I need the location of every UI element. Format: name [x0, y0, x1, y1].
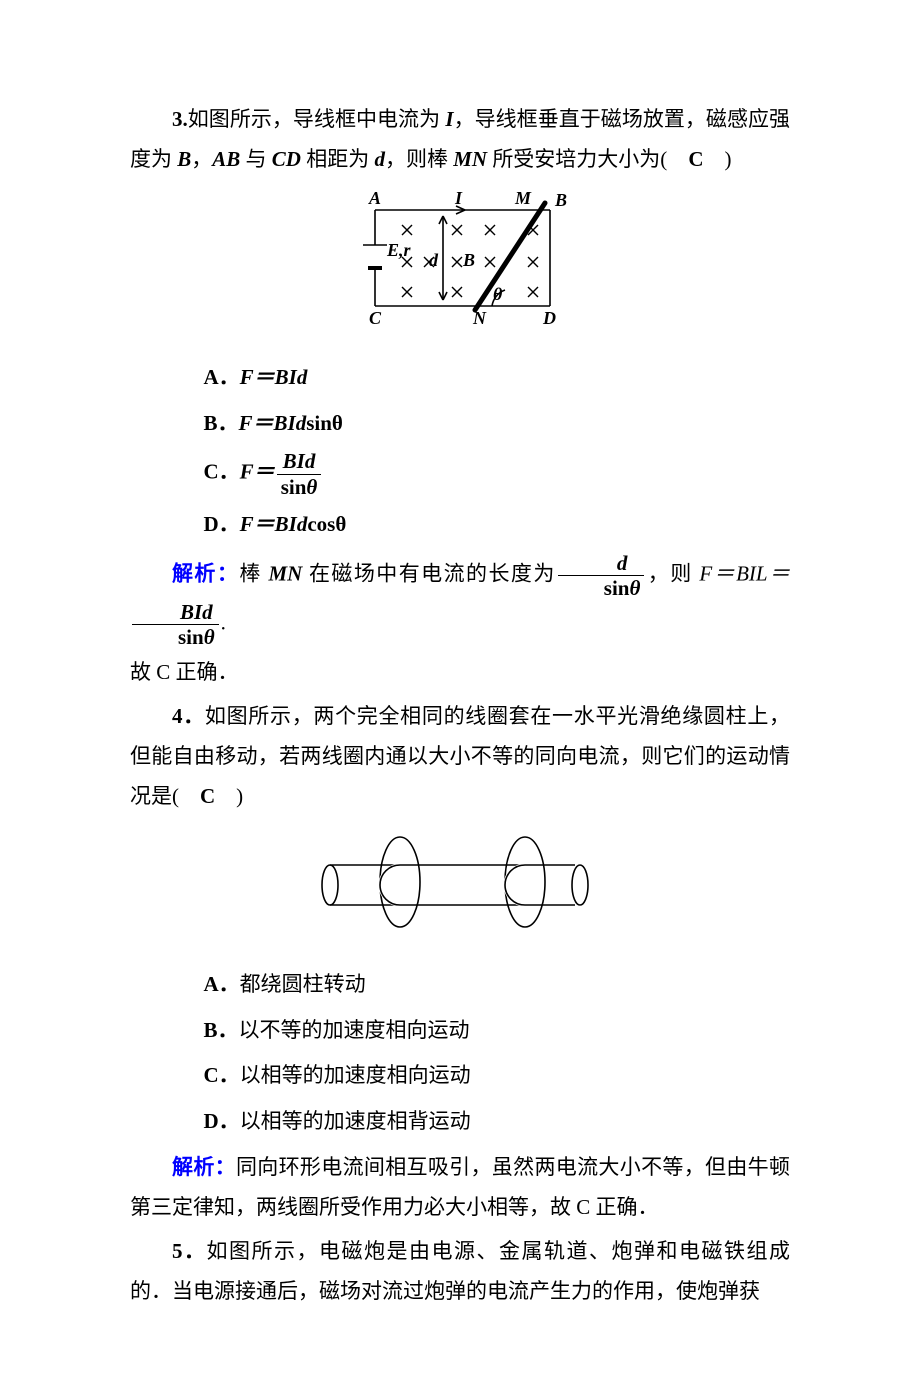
- q3e-mn: MN: [268, 561, 302, 585]
- q3e-f1d: θ: [629, 576, 640, 600]
- q3-options: A．F＝BId B．F＝BIdsinθ C．F＝BIdsinθ D．F＝BIdc…: [204, 358, 791, 545]
- q3-explain: 解析：棒 MN 在磁场中有电流的长度为dsinθ，则 F＝BIL＝BIdsinθ…: [130, 551, 790, 650]
- q5-number: 5．: [172, 1239, 207, 1263]
- opt-a-text: F＝BId: [240, 365, 308, 389]
- q3-t6: ，则棒: [385, 147, 453, 171]
- q3-d: d: [374, 147, 385, 171]
- opt-b-pre: F＝BId: [239, 411, 307, 435]
- lbl-C: C: [369, 308, 382, 328]
- q4c-l: C．: [204, 1063, 240, 1087]
- q3-number: 3.: [172, 107, 188, 131]
- q3-answer: C: [688, 147, 703, 171]
- opt-b-letter: B．: [204, 411, 239, 435]
- q4-figure: [130, 827, 790, 951]
- q4-stem: 4．如图所示，两个完全相同的线圈套在一水平光滑绝缘圆柱上，但能自由移动，若两线圈…: [130, 697, 790, 817]
- q4-option-d: D．以相等的加速度相背运动: [204, 1102, 791, 1142]
- q4-number: 4．: [172, 704, 205, 728]
- opt-a-letter: A．: [204, 365, 240, 389]
- q3-t5: 相距为: [301, 147, 375, 171]
- q3-I: I: [445, 107, 453, 131]
- q4a-t: 都绕圆柱转动: [240, 972, 366, 996]
- q3-t7: 所受安培力大小为(: [487, 147, 688, 171]
- q3-B: B: [177, 147, 191, 171]
- lbl-d: d: [429, 250, 439, 270]
- lbl-D: D: [542, 308, 556, 328]
- q4-option-c: C．以相等的加速度相向运动: [204, 1056, 791, 1096]
- q3e-p4: .: [221, 610, 226, 634]
- q3e-f2d: θ: [204, 625, 215, 649]
- q3-t8: ): [703, 147, 731, 171]
- q4b-l: B．: [204, 1018, 239, 1042]
- opt-d-letter: D．: [204, 512, 240, 536]
- q4-answer: C: [200, 784, 215, 808]
- q3-option-a: A．F＝BId: [204, 358, 791, 398]
- q3-explain-line2: 故 C 正确．: [130, 653, 790, 693]
- q3e-p3: ，则: [646, 561, 699, 585]
- lbl-N: N: [472, 308, 487, 328]
- q3-AB: AB: [212, 147, 240, 171]
- q4b-t: 以不等的加速度相向运动: [239, 1018, 470, 1042]
- q3-MN: MN: [453, 147, 487, 171]
- q3-t3: ，: [191, 147, 212, 171]
- q4-options: A．都绕圆柱转动 B．以不等的加速度相向运动 C．以相等的加速度相向运动 D．以…: [204, 965, 791, 1143]
- q3-option-c: C．F＝BIdsinθ: [204, 449, 791, 498]
- q3e-f1n: d: [558, 551, 645, 576]
- q3-figure: A I M B E,r d B θ C N D: [130, 190, 790, 344]
- opt-c-num: BId: [277, 449, 322, 474]
- q4-explain: 解析：同向环形电流间相互吸引，虽然两电流大小不等，但由牛顿第三定律知，两线圈所受…: [130, 1148, 790, 1228]
- opt-d-post: cosθ: [307, 512, 346, 536]
- q3e-p1: 棒: [239, 561, 268, 585]
- opt-d-pre: F＝BId: [240, 512, 308, 536]
- q4c-t: 以相等的加速度相向运动: [240, 1063, 471, 1087]
- q5-stem: 5．如图所示，电磁炮是由电源、金属轨道、炮弹和电磁铁组成的．当电源接通后，磁场对…: [130, 1232, 790, 1312]
- q4-cylinder-diagram: [310, 827, 610, 937]
- q4-option-b: B．以不等的加速度相向运动: [204, 1011, 791, 1051]
- q3-circuit-diagram: A I M B E,r d B θ C N D: [345, 190, 575, 330]
- lbl-theta: θ: [493, 284, 503, 304]
- lbl-Btop: B: [554, 190, 567, 210]
- q3e-f2n: BId: [132, 600, 219, 625]
- lbl-Bfield: B: [462, 250, 475, 270]
- q3-t1: 如图所示，导线框中电流为: [188, 107, 446, 131]
- q3-CD: CD: [272, 147, 301, 171]
- q4d-l: D．: [204, 1109, 240, 1133]
- q3e-p2: 在磁场中有电流的长度为: [302, 561, 556, 585]
- q4d-t: 以相等的加速度相背运动: [240, 1109, 471, 1133]
- opt-c-den: θ: [306, 475, 317, 499]
- q4-explain-label: 解析：: [172, 1155, 236, 1179]
- lbl-M: M: [514, 190, 532, 208]
- q3e-eq: F＝BIL＝: [699, 561, 790, 585]
- lbl-A: A: [368, 190, 381, 208]
- q5-text: 如图所示，电磁炮是由电源、金属轨道、炮弹和电磁铁组成的．当电源接通后，磁场对流过…: [130, 1239, 790, 1303]
- opt-c-letter: C．: [204, 460, 240, 484]
- lbl-I: I: [454, 190, 463, 208]
- q3-option-b: B．F＝BIdsinθ: [204, 404, 791, 444]
- explain-label: 解析：: [172, 561, 239, 585]
- q3-t4: 与: [240, 147, 272, 171]
- lbl-Er: E,r: [386, 240, 412, 260]
- q3-stem: 3.如图所示，导线框中电流为 I，导线框垂直于磁场放置，磁感应强度为 B，AB …: [130, 100, 790, 180]
- q3e-p5: 故 C 正确．: [130, 660, 239, 684]
- q4-t2: ): [215, 784, 243, 808]
- q4a-l: A．: [204, 972, 240, 996]
- q3-option-d: D．F＝BIdcosθ: [204, 505, 791, 545]
- q4-option-a: A．都绕圆柱转动: [204, 965, 791, 1005]
- opt-c-pre: F＝: [240, 460, 275, 484]
- opt-b-post: sinθ: [306, 411, 343, 435]
